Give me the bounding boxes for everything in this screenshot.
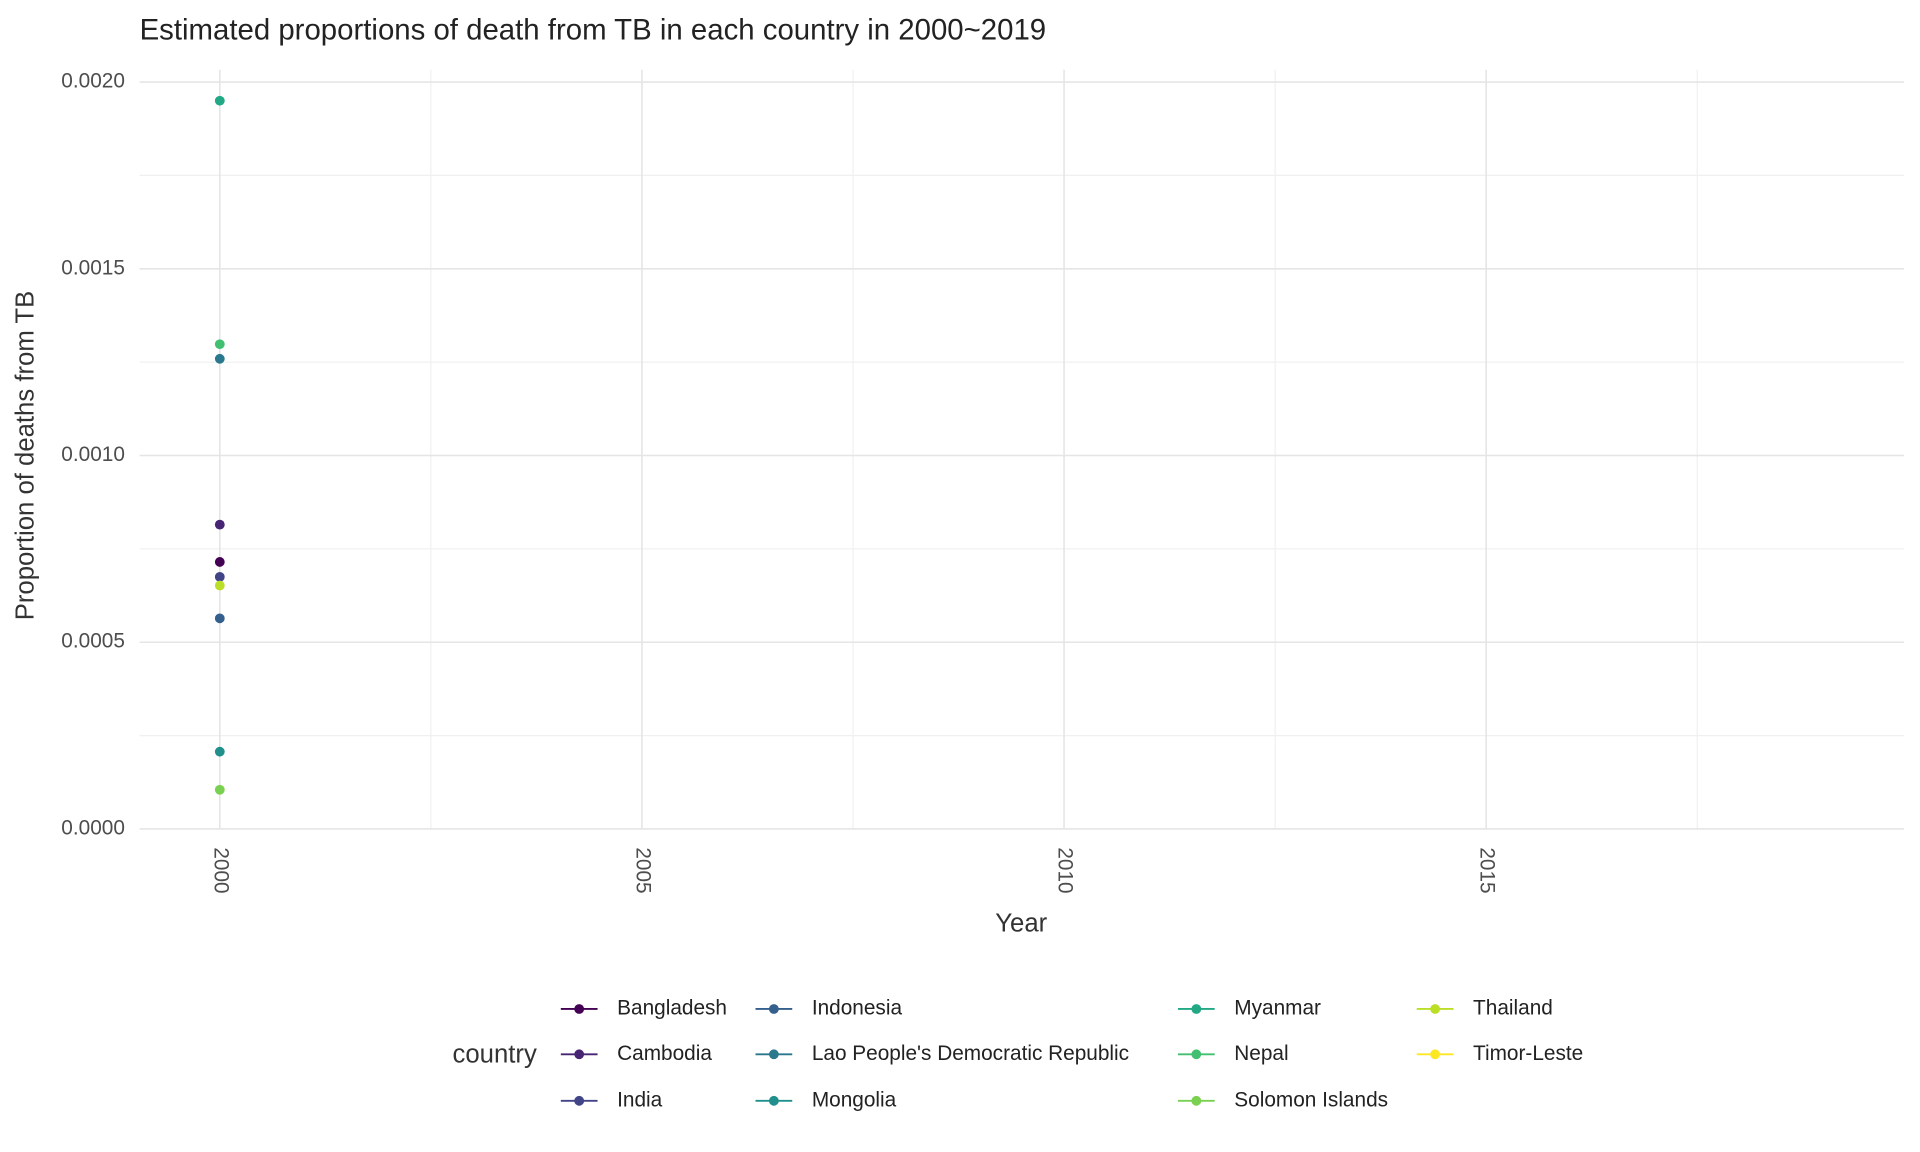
y-tick-label: 0.0010 xyxy=(61,443,125,466)
data-point xyxy=(214,746,225,757)
data-point xyxy=(214,339,225,350)
x-tick-label: 2010 xyxy=(1054,847,1077,893)
legend-label: Thailand xyxy=(1473,996,1553,1019)
data-point xyxy=(214,95,225,106)
legend-key-point xyxy=(768,1049,779,1060)
legend-key-point xyxy=(1430,1004,1440,1014)
x-tick-label: 2000 xyxy=(209,847,232,893)
legend-label: Timor-Leste xyxy=(1473,1042,1583,1065)
legend-key-point xyxy=(574,1095,585,1106)
legend-label: Myanmar xyxy=(1234,996,1321,1019)
legend-label: Indonesia xyxy=(812,996,903,1019)
legend-label: India xyxy=(617,1088,663,1111)
x-tick-label: 2005 xyxy=(631,847,654,893)
legend-key-point xyxy=(574,1004,585,1014)
legend-label: Cambodia xyxy=(617,1042,712,1065)
y-tick-label: 0.0020 xyxy=(61,70,125,93)
legend-key-point xyxy=(768,1004,779,1014)
legend-key-point xyxy=(1191,1049,1202,1060)
legend-label: Mongolia xyxy=(812,1088,897,1111)
data-point xyxy=(214,353,225,364)
y-axis-title: Proportion of deaths from TB xyxy=(12,291,40,621)
legend-label: Nepal xyxy=(1234,1042,1288,1065)
data-point xyxy=(214,571,225,582)
legend-key-point xyxy=(1191,1004,1202,1014)
x-tick-label: 2015 xyxy=(1476,847,1499,893)
y-tick-label: 0.0015 xyxy=(61,256,125,279)
data-point xyxy=(214,613,225,624)
legend-key-point xyxy=(768,1095,779,1106)
chart-title: Estimated proportions of death from TB i… xyxy=(140,14,1047,47)
legend-label: Solomon Islands xyxy=(1234,1088,1388,1111)
data-point xyxy=(214,784,225,795)
legend-key-point xyxy=(574,1049,585,1060)
x-axis-title: Year xyxy=(995,909,1047,937)
data-point xyxy=(214,557,225,567)
legend-key-point xyxy=(1430,1049,1440,1060)
legend-key-point xyxy=(1191,1095,1202,1106)
legend-label: Lao People's Democratic Republic xyxy=(812,1042,1129,1065)
legend-title: country xyxy=(453,1040,537,1068)
y-tick-label: 0.0005 xyxy=(61,630,125,653)
data-point xyxy=(214,519,225,530)
legend-label: Bangladesh xyxy=(617,996,727,1019)
y-tick-label: 0.0000 xyxy=(61,816,125,839)
data-point xyxy=(214,580,225,591)
